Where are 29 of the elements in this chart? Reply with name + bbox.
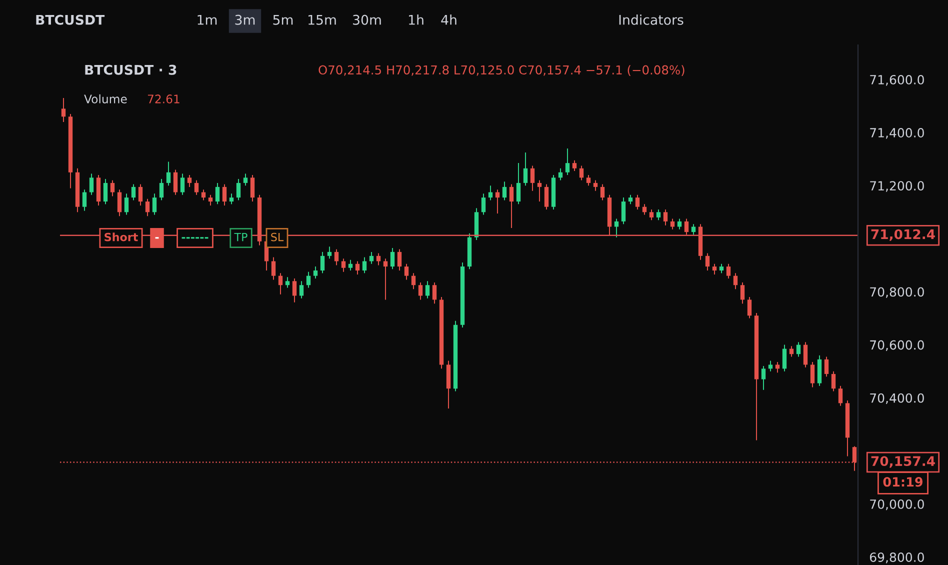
text: 15m [308, 14, 336, 25]
annotation: - [155, 237, 159, 239]
y-tick-label: 70,600.0 [870, 340, 924, 351]
annotation: O70,214.5 H70,217.8 L70,125.0 C70,157.4 −57.1 (−0.08%) [318, 65, 684, 76]
annotation: Short [104, 232, 138, 242]
text: 1m [198, 14, 217, 25]
text: BTCUSDT [36, 14, 105, 25]
annotation: TP [234, 232, 248, 242]
annotation: Volume [84, 94, 127, 104]
ref-line-label: 71,012.4 [871, 229, 935, 241]
annotation: BTCUSDT · 3 [85, 64, 176, 75]
text: 5m [273, 14, 293, 25]
y-tick-label: 69,800.0 [870, 552, 924, 564]
text: 1h [409, 14, 424, 25]
y-tick-label: 70,400.0 [870, 393, 924, 404]
text: Indicators [619, 14, 684, 25]
y-tick-label: 71,400.0 [870, 128, 924, 139]
y-tick-label: 70,000.0 [870, 499, 924, 510]
y-tick-label: 71,600.0 [870, 74, 924, 86]
annotation: ------ [182, 237, 208, 239]
text: 30m [353, 14, 381, 25]
y-tick-label: 70,800.0 [870, 287, 924, 298]
annotation: SL [271, 232, 284, 242]
text: 4h [441, 14, 456, 25]
ref-line-label: 70,157.4 [871, 456, 935, 468]
annotation: 72.61 [148, 94, 180, 104]
text: 3m [235, 14, 255, 25]
y-tick-label: 71,200.0 [870, 181, 924, 192]
text: 01:19 [883, 477, 923, 487]
